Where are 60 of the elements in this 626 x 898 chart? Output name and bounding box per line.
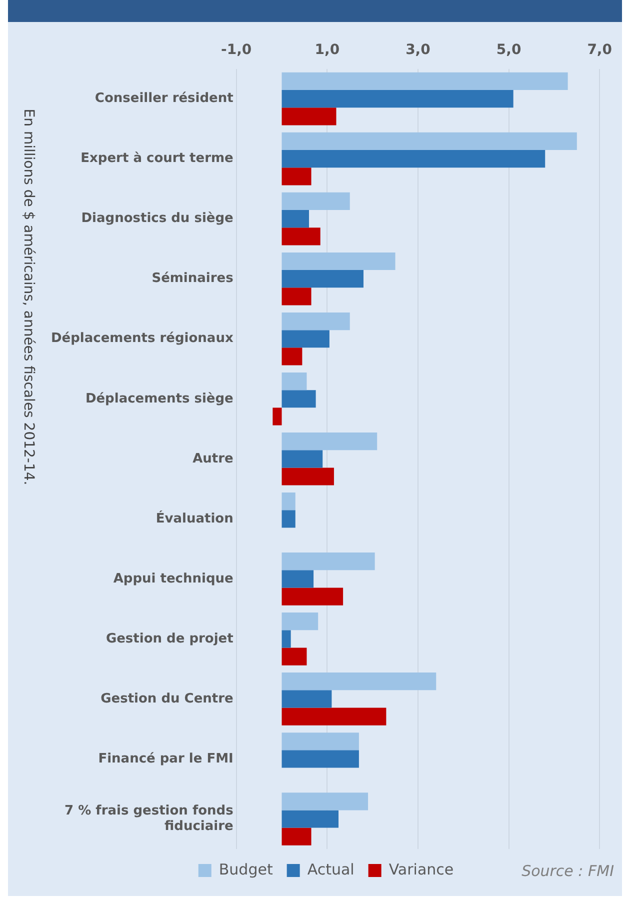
bar <box>282 570 314 588</box>
source-note: Source : FMI <box>522 862 615 880</box>
y-tick-label: Autre <box>192 451 234 466</box>
x-tick-label: -1,0 <box>221 42 252 58</box>
bar <box>282 132 577 150</box>
legend-label: Variance <box>388 860 454 878</box>
bar <box>282 192 350 210</box>
bar <box>282 510 296 528</box>
y-tick-label: Séminaires <box>152 271 234 286</box>
x-tick-label: 3,0 <box>406 42 431 58</box>
bar <box>282 630 291 648</box>
y-tick-label: Déplacements régionaux <box>50 331 234 346</box>
bar <box>282 552 375 570</box>
x-tick-label: 5,0 <box>496 42 522 58</box>
y-tick-label: Diagnostics du siège <box>81 211 234 226</box>
bar <box>282 270 364 288</box>
bar <box>282 792 368 810</box>
y-tick-label: Gestion du Centre <box>100 691 234 706</box>
y-tick-label: Appui technique <box>113 571 234 586</box>
y-tick-label: 7 % frais gestion fonds fiduciaire <box>64 804 234 834</box>
bar <box>282 588 344 606</box>
bar <box>282 432 378 450</box>
legend-label: Budget <box>218 860 273 878</box>
bar <box>282 252 396 270</box>
bar <box>282 312 350 330</box>
bar <box>282 810 339 828</box>
bar <box>282 612 318 630</box>
bar <box>282 492 296 510</box>
y-tick-label: Conseiller résident <box>94 91 234 106</box>
bar <box>282 468 334 486</box>
bar <box>282 210 309 228</box>
bar <box>282 330 330 348</box>
x-tick-label: 7,0 <box>587 42 612 58</box>
bar <box>272 408 282 426</box>
x-tick-label: 1,0 <box>314 42 340 58</box>
bar <box>282 150 546 168</box>
y-axis-title: En millions de $ américains, années fiscales 2012-14. <box>20 108 36 486</box>
bar <box>282 108 336 126</box>
bar <box>282 648 307 666</box>
bar <box>282 672 436 690</box>
bar <box>282 168 312 186</box>
bar <box>282 708 386 726</box>
bar <box>282 90 514 108</box>
y-tick-label: Expert à court terme <box>80 151 234 166</box>
bar <box>282 228 320 246</box>
bar <box>282 690 332 708</box>
legend-label: Actual <box>307 860 354 878</box>
bar <box>282 828 312 846</box>
bar <box>282 372 307 390</box>
y-tick-label: Déplacements siège <box>85 391 234 406</box>
y-tick-label: Gestion de projet <box>106 631 234 646</box>
bar <box>282 348 302 366</box>
bar <box>282 750 359 768</box>
y-tick-label: Financé par le FMI <box>98 751 234 766</box>
bar <box>282 72 568 90</box>
bar <box>282 288 312 306</box>
bar <box>282 732 359 750</box>
y-tick-label: Évaluation <box>156 509 234 526</box>
bar <box>282 450 323 468</box>
bar <box>282 390 316 408</box>
